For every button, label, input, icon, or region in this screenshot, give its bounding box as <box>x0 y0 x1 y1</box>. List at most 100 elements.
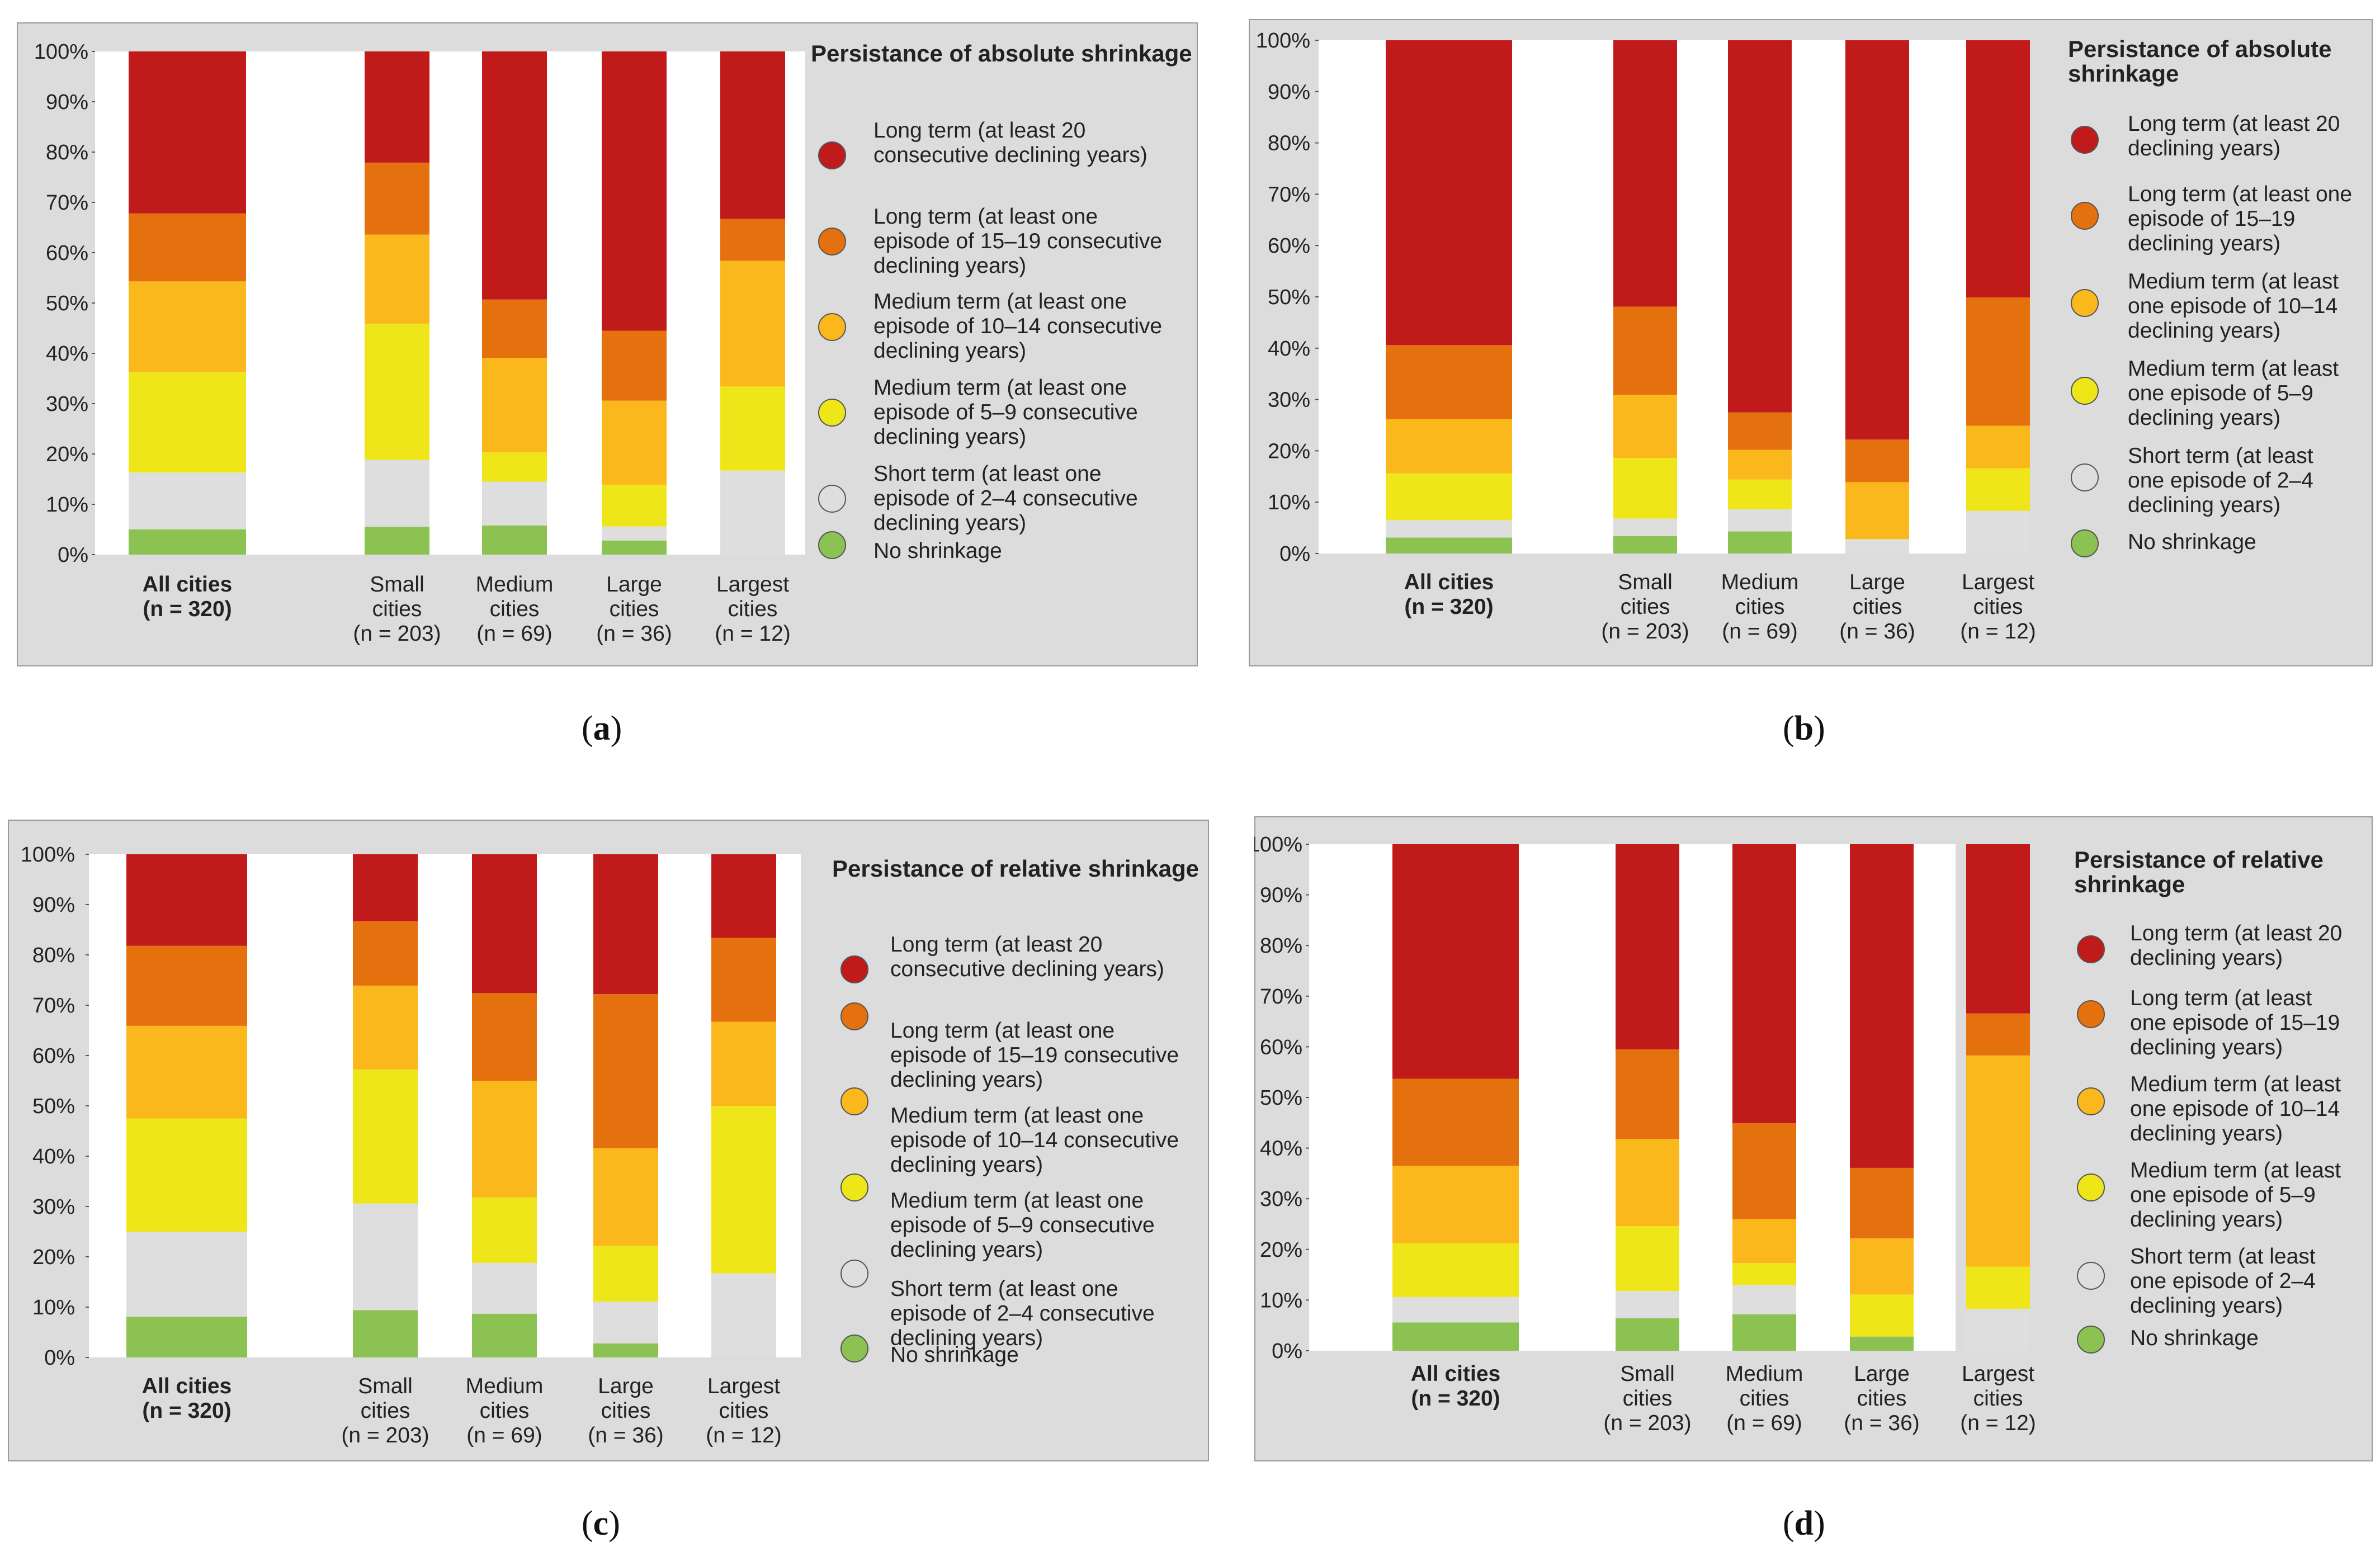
category-label: (n = 12) <box>1960 1411 2036 1435</box>
legend-label: Long term (at least 20 <box>2130 921 2342 945</box>
bar-segment <box>593 1343 658 1357</box>
y-tick-label: 10% <box>1268 491 1310 514</box>
legend-swatch <box>818 228 846 255</box>
legend-swatch <box>2077 935 2105 963</box>
category-label: Small <box>1620 1362 1675 1386</box>
bar-segment <box>1966 40 2030 297</box>
legend-swatch <box>2077 1087 2105 1115</box>
legend-label: Long term (at least 20 <box>873 119 1085 143</box>
legend-swatch <box>2077 1262 2105 1290</box>
legend-label: No shrinkage <box>873 539 1002 563</box>
bar-segment <box>602 484 667 527</box>
legend-label: episode of 10–14 consecutive <box>873 314 1162 338</box>
chart-panel-b: 0% 10% 20% 30% 40% 50% 60% 70% 80% 90% 100% All cit… <box>1249 19 2373 666</box>
legend-label: Medium term (at least one <box>890 1104 1144 1128</box>
bar-segment <box>1966 297 2030 426</box>
legend-label: No shrinkage <box>2130 1326 2259 1350</box>
bar-segment <box>1616 1049 1679 1139</box>
bar-segment <box>1850 1238 1914 1295</box>
y-tick-label: 60% <box>1268 234 1310 258</box>
y-tick-label: 20% <box>32 1246 75 1269</box>
category-label: (n = 69) <box>1726 1411 1802 1435</box>
category-label: (n = 69) <box>1722 619 1798 643</box>
bar-segment <box>472 1081 537 1198</box>
legend-label: declining years) <box>873 254 1026 278</box>
category-label: Medium <box>1721 570 1799 594</box>
y-tick-label: 30% <box>1260 1187 1302 1211</box>
legend-label: declining years) <box>890 1068 1043 1092</box>
y-tick-label: 40% <box>32 1145 75 1168</box>
category-label: cities <box>480 1399 530 1423</box>
bar-segment <box>1613 518 1677 536</box>
bar-segment <box>472 1262 537 1314</box>
bar-segment <box>1966 425 2030 469</box>
legend-label: declining years) <box>890 1326 1043 1350</box>
category-label: cities <box>490 597 540 621</box>
legend-swatch <box>840 955 868 983</box>
bar-segment <box>472 1197 537 1263</box>
legend-label: Medium term (at least <box>2130 1072 2341 1096</box>
bar-segment <box>602 540 667 555</box>
y-tick-label: 100% <box>1256 29 1310 53</box>
category-label: cities <box>361 1399 410 1423</box>
bar-segment <box>1732 844 1796 1124</box>
y-tick-label: 0% <box>58 543 88 567</box>
bar-segment <box>129 281 246 372</box>
y-tick-label: 100% <box>21 843 75 867</box>
legend-swatch <box>840 1260 868 1288</box>
category-label: All cities <box>142 1374 232 1398</box>
category-label: Medium <box>1726 1362 1803 1386</box>
caption-b: (b) <box>1783 709 1825 747</box>
legend-swatch <box>2071 463 2099 491</box>
y-tick-label: 30% <box>32 1195 75 1219</box>
category-label: (n = 36) <box>1839 619 1915 643</box>
bar-segment <box>1732 1285 1796 1314</box>
legend-swatch <box>2071 377 2099 405</box>
category-label: cities <box>601 1399 651 1423</box>
legend-label: No shrinkage <box>890 1343 1019 1367</box>
bar-segment <box>129 213 246 282</box>
bar-segment <box>1616 844 1679 1049</box>
category-label: cities <box>372 597 422 621</box>
caption-c: (c) <box>582 1504 620 1542</box>
legend-label: Medium term (at least <box>2128 269 2339 294</box>
category-label: cities <box>1740 1387 1789 1411</box>
legend-label: consecutive declining years) <box>873 143 1148 167</box>
category-label: Largest <box>1962 570 2034 594</box>
category-label: (n = 320) <box>142 1399 231 1423</box>
bar-segment <box>1613 40 1677 307</box>
bar-segment <box>1728 40 1792 413</box>
bar-segment <box>126 945 247 1026</box>
legend-swatch <box>818 485 846 513</box>
bar-segment <box>365 527 429 555</box>
y-tick-label: 90% <box>46 91 88 114</box>
bar-segment <box>593 1148 658 1246</box>
bar-segment <box>720 261 785 387</box>
category-label: cities <box>1973 595 2023 619</box>
legend-swatch <box>840 1335 868 1362</box>
bar-segment <box>593 1302 658 1343</box>
bar-segment <box>1850 1294 1914 1337</box>
bar-segment <box>482 481 547 526</box>
bar-segment <box>1732 1219 1796 1264</box>
category-label: (n = 203) <box>353 622 441 646</box>
y-tick-label: 40% <box>1268 337 1310 361</box>
legend-label: Long term (at least 20 <box>2128 112 2340 136</box>
bar-segment <box>365 460 429 527</box>
category-label: (n = 203) <box>1603 1411 1691 1435</box>
legend-swatch <box>2071 202 2099 230</box>
bar-segment <box>1616 1318 1679 1351</box>
bar-segment <box>1386 520 1512 538</box>
bar-segment <box>1732 1263 1796 1285</box>
legend-label: declining years) <box>2128 319 2280 343</box>
bar-segment <box>129 372 246 473</box>
caption-letter-b: b <box>1794 709 1814 747</box>
category-label: (n = 12) <box>1960 619 2036 643</box>
legend-label: Short term (at least <box>2128 444 2313 468</box>
legend-swatch <box>818 531 846 559</box>
bar-segment <box>472 1313 537 1357</box>
y-tick-label: 60% <box>32 1044 75 1068</box>
legend-label: Medium term (at least <box>2130 1158 2341 1182</box>
y-tick-label: 30% <box>1268 389 1310 412</box>
legend-swatch <box>840 1087 868 1115</box>
